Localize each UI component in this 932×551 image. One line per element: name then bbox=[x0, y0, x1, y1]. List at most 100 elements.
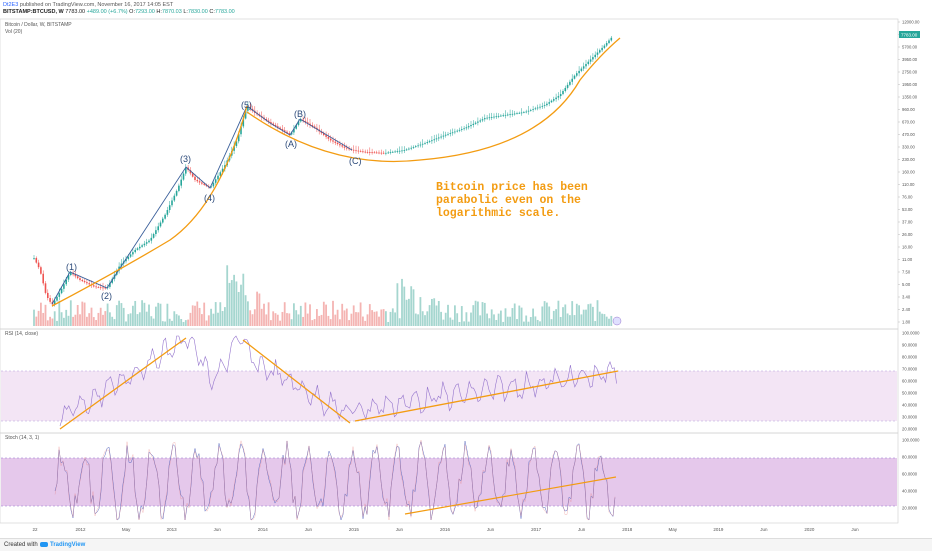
candle-body bbox=[362, 151, 364, 153]
candle-body bbox=[74, 274, 77, 277]
volume-bar bbox=[364, 320, 367, 326]
candle-body bbox=[405, 149, 408, 151]
wave-label-2: (2) bbox=[101, 291, 112, 301]
candle-body bbox=[582, 66, 585, 69]
volume-bar bbox=[304, 302, 307, 326]
volume-bar bbox=[325, 304, 327, 326]
candle-body bbox=[182, 173, 185, 180]
volume-bar bbox=[191, 305, 194, 326]
candle-body bbox=[438, 137, 440, 139]
volume-bar bbox=[244, 295, 247, 326]
volume-bar bbox=[587, 304, 590, 326]
candle-body bbox=[525, 111, 527, 113]
candle-body bbox=[555, 97, 557, 100]
volume-bar bbox=[35, 316, 38, 326]
volume-bar bbox=[95, 320, 97, 326]
candle-body bbox=[93, 285, 95, 287]
volume-bar bbox=[486, 313, 488, 326]
volume-bar bbox=[380, 309, 383, 326]
volume-bar bbox=[138, 312, 141, 326]
author-link[interactable]: Dt2E3 bbox=[3, 2, 19, 8]
candle-body bbox=[394, 151, 396, 153]
volume-bar bbox=[145, 311, 148, 326]
chart-title-block: Bitcoin / Dollar, W, BITSTAMP Vol (20) bbox=[5, 22, 72, 35]
time-axis-label: 2017 bbox=[531, 527, 542, 532]
volume-bar bbox=[106, 303, 109, 326]
candle-body bbox=[465, 127, 468, 129]
candle-body bbox=[63, 284, 65, 289]
volume-bar bbox=[359, 302, 362, 326]
volume-bar bbox=[233, 274, 235, 326]
volume-bar bbox=[329, 319, 332, 326]
volume-bar bbox=[309, 304, 311, 326]
volume-bar bbox=[357, 312, 360, 326]
volume-bar bbox=[242, 273, 245, 326]
volume-bar bbox=[426, 311, 429, 326]
chart-canvas[interactable]: 12000.008700.005700.003950.002750.001950… bbox=[0, 0, 932, 538]
publish-line: Dt2E3 published on TradingView.com, Nove… bbox=[3, 2, 173, 9]
candle-body bbox=[323, 133, 325, 136]
volume-bar bbox=[143, 302, 146, 326]
candle-body bbox=[585, 64, 587, 67]
open-label: O: bbox=[129, 9, 135, 15]
candle-body bbox=[304, 120, 307, 123]
stoch-axis-label: 80.0000 bbox=[902, 455, 918, 460]
volume-bar bbox=[578, 305, 580, 326]
marker-icon[interactable] bbox=[612, 316, 622, 326]
volume-bar bbox=[355, 312, 357, 326]
volume-bar bbox=[148, 304, 150, 326]
candle-body bbox=[180, 179, 182, 186]
volume-bar bbox=[58, 300, 61, 326]
candle-body bbox=[341, 145, 343, 147]
volume-bar bbox=[150, 316, 153, 326]
volume-bar bbox=[569, 315, 571, 326]
candle-body bbox=[293, 128, 295, 133]
candle-body bbox=[240, 126, 242, 135]
candle-body bbox=[392, 151, 394, 153]
volume-bar bbox=[74, 314, 77, 326]
rsi-axis-label: 90.0000 bbox=[902, 343, 918, 348]
candle-body bbox=[118, 266, 120, 271]
volume-bar bbox=[421, 311, 424, 326]
footer-brand-link[interactable]: TradingView bbox=[50, 542, 86, 548]
price-axis-label: 960.00 bbox=[902, 107, 915, 112]
candle-body bbox=[357, 150, 360, 152]
candle-body bbox=[589, 59, 592, 62]
rsi-axis-label: 100.0000 bbox=[902, 331, 920, 336]
volume-bar bbox=[348, 320, 350, 326]
volume-bar bbox=[207, 315, 210, 326]
price-axis: 12000.008700.005700.003950.002750.001950… bbox=[898, 20, 920, 325]
candle-body bbox=[35, 258, 38, 263]
price-axis-label: 26.00 bbox=[902, 232, 913, 237]
volume-bar bbox=[490, 309, 493, 326]
symbol-label[interactable]: BITSTAMP:BTCUSD, W bbox=[3, 9, 64, 15]
volume-bar bbox=[272, 311, 275, 326]
candle-body bbox=[198, 181, 201, 183]
candle-body bbox=[527, 110, 530, 112]
high-label: H: bbox=[156, 9, 162, 15]
candle-body bbox=[148, 240, 150, 243]
volume-bar bbox=[502, 321, 505, 326]
volume-bar bbox=[362, 316, 364, 326]
candle-body bbox=[472, 123, 475, 125]
volume-bar bbox=[414, 313, 417, 326]
volume-bar bbox=[88, 313, 91, 326]
volume-bar bbox=[196, 301, 199, 326]
volume-bar bbox=[164, 321, 166, 326]
time-axis-label: 2020 bbox=[804, 527, 815, 532]
candle-body bbox=[504, 114, 507, 116]
volume-bar bbox=[350, 313, 353, 326]
volume-bar bbox=[375, 311, 378, 326]
candle-body bbox=[125, 259, 127, 262]
candle-body bbox=[543, 105, 546, 106]
candle-body bbox=[42, 273, 44, 284]
price-axis-label: 470.00 bbox=[902, 132, 915, 137]
candle-body bbox=[203, 183, 205, 185]
rsi-axis-label: 30.0000 bbox=[902, 415, 918, 420]
candle-body bbox=[578, 70, 580, 74]
candle-body bbox=[355, 150, 357, 152]
candle-body bbox=[67, 275, 70, 280]
time-axis-label: 2014 bbox=[258, 527, 269, 532]
candle-body bbox=[562, 91, 564, 95]
volume-bar bbox=[474, 300, 477, 326]
